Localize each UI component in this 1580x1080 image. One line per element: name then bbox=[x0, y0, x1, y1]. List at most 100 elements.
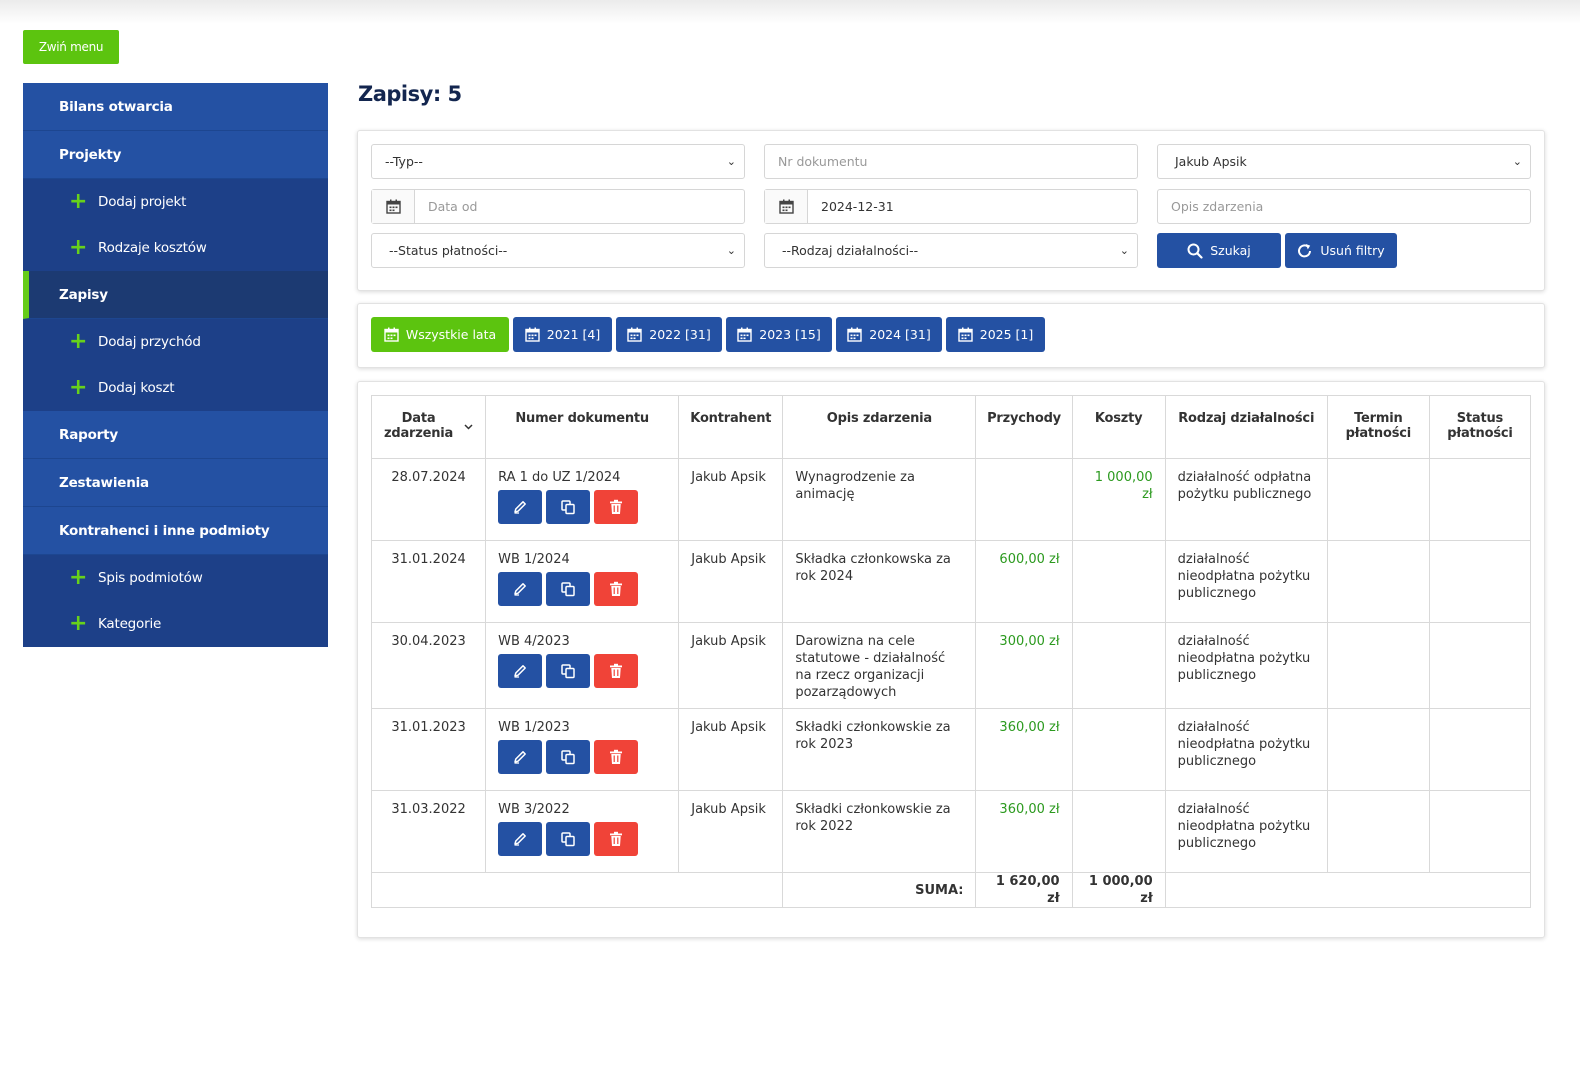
doc-number-placeholder: Nr dokumentu bbox=[778, 154, 868, 169]
plus-icon: + bbox=[69, 375, 88, 400]
trash-icon bbox=[610, 749, 623, 764]
year-tab-label: 2023 [15] bbox=[759, 327, 821, 342]
edit-button[interactable] bbox=[498, 740, 543, 774]
cell-income: 360,00 zł bbox=[975, 790, 1073, 873]
sidebar-item-raporty[interactable]: Raporty bbox=[23, 411, 328, 459]
chevron-down-icon: ⌄ bbox=[1119, 244, 1129, 257]
calendar-icon bbox=[737, 327, 752, 342]
clear-filters-button[interactable]: Usuń filtry bbox=[1285, 233, 1397, 268]
plus-icon: + bbox=[69, 189, 88, 214]
edit-button[interactable] bbox=[498, 490, 543, 524]
type-select-value: --Typ-- bbox=[385, 154, 423, 169]
year-tab-0[interactable]: Wszystkie lata bbox=[371, 317, 509, 352]
description-input[interactable]: Opis zdarzenia bbox=[1157, 189, 1531, 224]
year-tab-5[interactable]: 2025 [1] bbox=[946, 317, 1045, 352]
column-header: Opis zdarzenia bbox=[782, 395, 977, 459]
search-button[interactable]: Szukaj bbox=[1157, 233, 1281, 268]
income-value: 360,00 zł bbox=[999, 720, 1060, 735]
cell-cost bbox=[1071, 790, 1166, 873]
duplicate-button[interactable] bbox=[546, 572, 591, 606]
pencil-icon bbox=[514, 665, 527, 678]
sort-desc-icon[interactable] bbox=[464, 420, 473, 435]
edit-button[interactable] bbox=[498, 572, 543, 606]
plus-icon: + bbox=[69, 329, 88, 354]
calendar-icon bbox=[525, 327, 540, 342]
duplicate-button[interactable] bbox=[546, 654, 591, 688]
delete-button[interactable] bbox=[594, 572, 639, 606]
chevron-down-icon: ⌄ bbox=[726, 155, 736, 168]
column-header: Rodzaj działalności bbox=[1164, 395, 1328, 459]
clear-filters-label: Usuń filtry bbox=[1320, 243, 1385, 258]
table-body: 28.07.2024 RA 1 do UZ 1/2024 Jakub Apsik Wy… bbox=[370, 458, 1532, 873]
doc-value: WB 4/2023 bbox=[498, 634, 570, 649]
column-header-label: Przychody bbox=[987, 411, 1061, 426]
calendar-icon bbox=[372, 190, 415, 223]
delete-button[interactable] bbox=[594, 654, 639, 688]
cell-status bbox=[1428, 790, 1532, 873]
sidebar-item-kategorie[interactable]: + Kategorie bbox=[23, 601, 328, 647]
sidebar-item-dodaj-koszt[interactable]: + Dodaj koszt bbox=[23, 365, 328, 411]
plus-icon: + bbox=[69, 565, 88, 590]
edit-button[interactable] bbox=[498, 822, 543, 856]
sidebar-item-bilans-otwarcia[interactable]: Bilans otwarcia bbox=[23, 83, 328, 131]
date-from-input[interactable]: Data od bbox=[371, 189, 745, 224]
year-tab-label: Wszystkie lata bbox=[405, 327, 497, 342]
sidebar-item-zestawienia[interactable]: Zestawienia bbox=[23, 459, 328, 507]
column-header: Koszty bbox=[1071, 395, 1166, 459]
cell-income: 360,00 zł bbox=[975, 708, 1073, 791]
delete-button[interactable] bbox=[594, 822, 639, 856]
sidebar-item-rodzaje-kosztow[interactable]: + Rodzaje kosztów bbox=[23, 225, 328, 271]
calendar-icon bbox=[847, 327, 862, 342]
cell-desc: Składki członkowskie za rok 2023 bbox=[782, 708, 977, 791]
doc-number-input[interactable]: Nr dokumentu bbox=[764, 144, 1138, 179]
date-to-input[interactable]: 2024-12-31 bbox=[764, 189, 1138, 224]
contractor-value: Jakub Apsik bbox=[691, 802, 766, 817]
year-tab-1[interactable]: 2021 [4] bbox=[513, 317, 612, 352]
cell-cost bbox=[1071, 622, 1166, 709]
cost-value: 1 000,00 zł bbox=[1094, 470, 1153, 502]
sum-label: SUMA: bbox=[782, 872, 977, 908]
sidebar-item-spis-podmiotow[interactable]: + Spis podmiotów bbox=[23, 555, 328, 601]
row-actions bbox=[498, 740, 666, 774]
edit-button[interactable] bbox=[498, 654, 543, 688]
duplicate-button[interactable] bbox=[546, 740, 591, 774]
activity-type-select[interactable]: --Rodzaj działalności-- ⌄ bbox=[764, 233, 1138, 268]
cell-due bbox=[1326, 708, 1430, 791]
sidebar-item-label: Dodaj koszt bbox=[98, 380, 175, 396]
sidebar-item-zapisy[interactable]: Zapisy bbox=[23, 271, 328, 319]
delete-button[interactable] bbox=[594, 490, 639, 524]
date-value: 30.04.2023 bbox=[391, 634, 466, 649]
delete-button[interactable] bbox=[594, 740, 639, 774]
desc-value: Składki członkowskie za rok 2022 bbox=[795, 802, 951, 834]
cell-date: 30.04.2023 bbox=[370, 622, 487, 709]
income-value: 360,00 zł bbox=[999, 802, 1060, 817]
person-select[interactable]: Jakub Apsik ⌄ bbox=[1157, 144, 1531, 179]
duplicate-button[interactable] bbox=[546, 490, 591, 524]
desc-value: Wynagrodzenie za animację bbox=[795, 470, 915, 502]
sidebar-item-kontrahenci-i-inne-podmioty[interactable]: Kontrahenci i inne podmioty bbox=[23, 507, 328, 555]
sidebar-item-projekty[interactable]: Projekty bbox=[23, 131, 328, 179]
collapse-menu-button[interactable]: Zwiń menu bbox=[23, 30, 119, 64]
sidebar-item-dodaj-przychod[interactable]: + Dodaj przychód bbox=[23, 319, 328, 365]
payment-status-select[interactable]: --Status płatności-- ⌄ bbox=[371, 233, 745, 268]
sidebar-item-dodaj-projekt[interactable]: + Dodaj projekt bbox=[23, 179, 328, 225]
year-tab-label: 2025 [1] bbox=[979, 327, 1034, 342]
duplicate-button[interactable] bbox=[546, 822, 591, 856]
column-header: Przychody bbox=[975, 395, 1073, 459]
contractor-value: Jakub Apsik bbox=[691, 720, 766, 735]
cell-income: 600,00 zł bbox=[975, 540, 1073, 623]
year-tab-label: 2024 [31] bbox=[869, 327, 931, 342]
cell-due bbox=[1326, 622, 1430, 709]
cell-date: 31.01.2023 bbox=[370, 708, 487, 791]
cell-desc: Składki członkowskie za rok 2022 bbox=[782, 790, 977, 873]
table-row: 31.01.2023 WB 1/2023 Jakub Apsik Składki cz… bbox=[370, 708, 1532, 791]
cell-income: 300,00 zł bbox=[975, 622, 1073, 709]
column-header: Status płatności bbox=[1428, 395, 1532, 459]
year-tab-3[interactable]: 2023 [15] bbox=[726, 317, 832, 352]
year-tab-2[interactable]: 2022 [31] bbox=[616, 317, 722, 352]
year-tabs-panel: Wszystkie lata 2021 [4] 2022 [31] 2023 [15]… bbox=[357, 303, 1545, 368]
type-select[interactable]: --Typ-- ⌄ bbox=[371, 144, 745, 179]
column-header[interactable]: Data zdarzenia bbox=[370, 395, 487, 459]
footer-empty-cell bbox=[1164, 872, 1532, 908]
year-tab-4[interactable]: 2024 [31] bbox=[836, 317, 942, 352]
